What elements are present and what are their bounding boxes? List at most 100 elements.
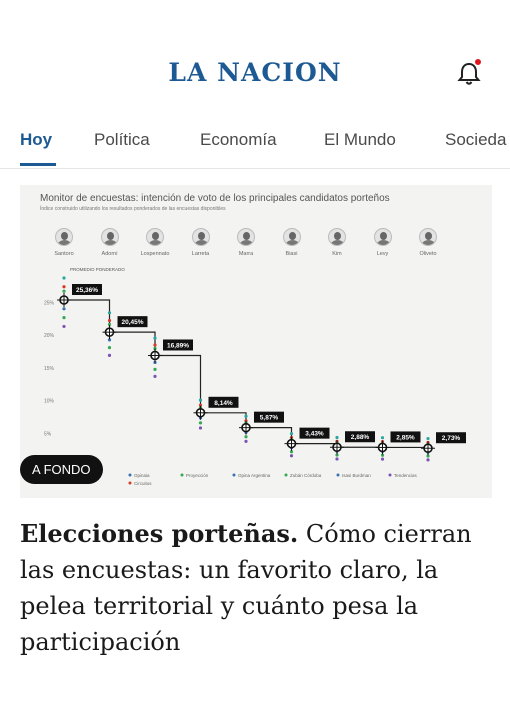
value-label: 2,85%	[396, 434, 415, 441]
site-logo[interactable]: LA NACION	[168, 58, 342, 87]
value-label: 20,45%	[121, 319, 143, 326]
y-tick-label: 20%	[44, 333, 55, 339]
poll-dot	[153, 367, 157, 372]
candidate-photo	[237, 228, 255, 246]
headline-rest: Cómo cierran las encuestas: un favorito …	[20, 520, 472, 656]
poll-dot	[244, 439, 248, 443]
article-headline[interactable]: Elecciones porteñas. Cómo cierran las en…	[20, 516, 490, 660]
value-label-box	[72, 284, 102, 295]
legend-swatch	[232, 473, 236, 477]
value-label-box	[163, 339, 193, 351]
poll-dot	[198, 426, 203, 430]
poll-dot	[62, 289, 66, 293]
notification-dot	[474, 58, 482, 66]
candidate-name: Marra	[238, 251, 254, 257]
legend-swatch	[128, 481, 132, 485]
candidate-name: Santoro	[54, 251, 74, 257]
poll-dot	[426, 436, 430, 441]
tab-el-mundo[interactable]: El Mundo	[324, 130, 396, 149]
value-label-box	[254, 411, 284, 423]
candidate-photo	[419, 228, 437, 246]
candidate-name: Kim	[332, 251, 342, 257]
candidate-name: Levy	[376, 251, 389, 257]
poll-dot	[244, 435, 248, 439]
poll-dot	[107, 338, 112, 342]
tab-economia[interactable]: Economía	[200, 130, 277, 149]
legend-label: Opina Argentina	[238, 473, 271, 478]
poll-dot	[107, 318, 112, 323]
legend-label: Circuitos	[134, 481, 152, 486]
poll-dot	[107, 322, 112, 327]
candidate-photo	[328, 228, 346, 246]
notification-bell-icon[interactable]	[455, 60, 483, 88]
poll-dot	[426, 454, 430, 458]
poll-dot	[426, 458, 430, 462]
poll-dot	[380, 457, 385, 461]
poll-dot	[62, 316, 66, 320]
poll-dot	[107, 311, 112, 315]
poll-dot	[153, 343, 157, 347]
legend-label: Proyección	[186, 473, 209, 478]
poll-dot	[107, 346, 112, 350]
value-label: 3,43%	[305, 431, 324, 438]
poll-dot	[289, 431, 294, 436]
y-tick-label: 25%	[44, 300, 55, 306]
candidate-photo	[146, 228, 164, 246]
poll-chart: 25% 20% 15% 10% 5% PROMEDIO PONDERADO 25,36% 20…	[44, 267, 466, 486]
tab-sociedad[interactable]: Socieda	[445, 130, 507, 149]
value-label: 5,87%	[260, 415, 279, 422]
legend-swatch	[180, 473, 184, 477]
legend-label: Isasi Burdman	[342, 473, 371, 478]
candidate-photo	[100, 228, 119, 246]
value-label: 25,36%	[76, 287, 98, 294]
y-tick-label: 15%	[44, 366, 55, 372]
tab-hoy[interactable]: Hoy	[20, 130, 53, 149]
candidate-photo	[55, 228, 73, 246]
poll-dot	[380, 453, 385, 457]
poll-dot	[335, 457, 339, 461]
value-label: 2,88%	[351, 434, 370, 441]
article-image[interactable]: Monitor de encuestas: intención de voto …	[20, 185, 492, 498]
section-tabs: Hoy Política Economía El Mundo Socieda	[0, 118, 510, 168]
legend-label: Tendencias	[394, 473, 418, 478]
active-tab-indicator	[20, 163, 56, 166]
candidate-name: Larreta	[191, 251, 210, 257]
chart-title: Monitor de encuestas: intención de voto …	[40, 193, 390, 204]
value-label: 16,89%	[167, 342, 189, 349]
poll-dot	[62, 285, 66, 289]
value-label-box	[117, 316, 148, 328]
poll-dot	[198, 398, 203, 402]
poll-dot	[62, 324, 66, 329]
value-label-box	[208, 396, 239, 408]
value-label: 8,14%	[214, 400, 233, 407]
tabs-divider	[0, 168, 510, 169]
y-tick-label: 10%	[44, 399, 55, 405]
poll-dot	[335, 453, 339, 457]
tab-politica[interactable]: Política	[94, 130, 150, 149]
poll-dot	[198, 421, 203, 425]
poll-dot	[62, 307, 66, 311]
value-label-box	[345, 431, 375, 443]
legend-swatch	[284, 473, 288, 477]
legend-swatch	[336, 473, 340, 477]
poll-dot	[198, 403, 203, 407]
legend-label: Opinaia	[134, 473, 150, 478]
value-label: 2,73%	[442, 435, 461, 442]
a-fondo-badge[interactable]: A FONDO	[20, 455, 103, 484]
legend-label: Zubán Córdoba	[290, 473, 322, 478]
candidate-name: Oliveto	[419, 251, 437, 257]
poll-dot	[244, 414, 248, 418]
candidate-photo	[282, 228, 301, 246]
poll-dot	[380, 436, 385, 440]
poll-dot	[62, 276, 66, 280]
legend-swatch	[388, 473, 392, 477]
poll-dot	[289, 454, 294, 458]
candidate-photo	[373, 228, 392, 246]
app-header: LA NACION	[0, 0, 510, 110]
poll-dot	[289, 450, 294, 454]
poll-dot	[335, 435, 339, 440]
y-tick-label: 5%	[44, 431, 52, 437]
candidate-photo	[191, 228, 210, 246]
value-label-box	[390, 431, 421, 443]
chart-subtitle: Índice construido utilizando los resulta…	[40, 206, 226, 212]
